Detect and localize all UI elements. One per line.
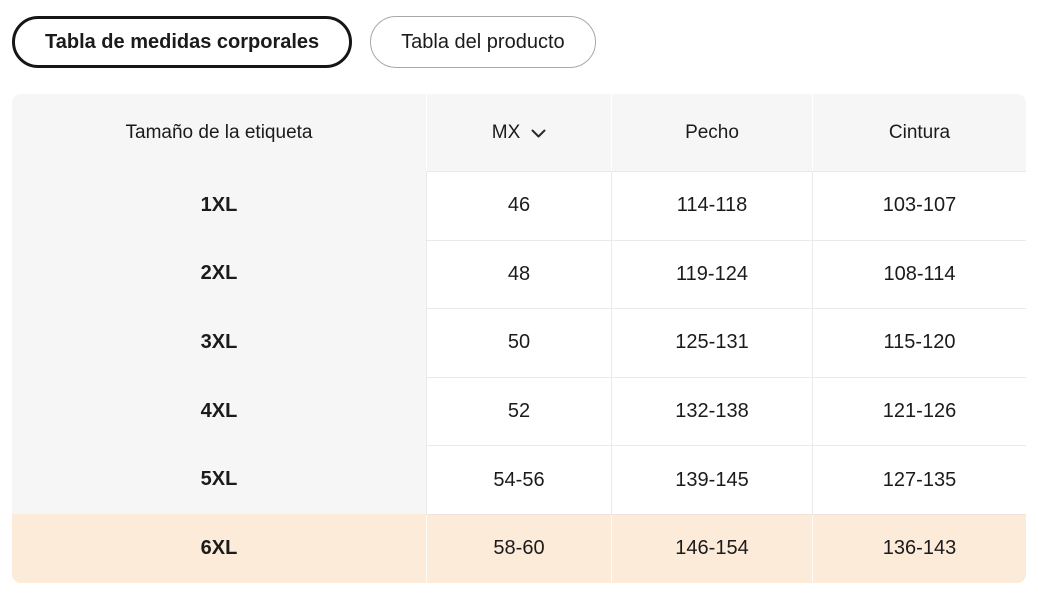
region-value-cell: 58-60	[426, 513, 611, 583]
region-dropdown-value: MX	[491, 121, 521, 143]
body-measurements-table: Tamaño de la etiqueta MX Pecho Cintura 1…	[12, 94, 1026, 583]
region-dropdown[interactable]: MX	[426, 94, 611, 171]
column-header-waist: Cintura	[812, 94, 1026, 171]
chest-value-cell: 114-118	[611, 171, 812, 240]
waist-value-cell: 108-114	[812, 239, 1026, 309]
region-value-cell: 48	[426, 239, 611, 309]
tab-product-measurements[interactable]: Tabla del producto	[370, 16, 596, 68]
chest-value-cell: 132-138	[611, 376, 812, 446]
size-label-cell: 3XL	[12, 308, 426, 377]
chest-value-cell: 125-131	[611, 308, 812, 377]
waist-value-cell: 115-120	[812, 308, 1026, 377]
chevron-down-icon	[531, 129, 546, 139]
column-header-size: Tamaño de la etiqueta	[12, 94, 426, 171]
waist-value-cell: 103-107	[812, 171, 1026, 240]
tab-body-measurements[interactable]: Tabla de medidas corporales	[12, 16, 353, 68]
size-label-cell: 1XL	[12, 171, 426, 240]
size-label-cell: 2XL	[12, 239, 426, 309]
size-label-cell: 5XL	[12, 445, 426, 514]
size-label-cell: 6XL	[12, 513, 426, 583]
waist-value-cell: 127-135	[812, 445, 1026, 514]
region-value-cell: 54-56	[426, 445, 611, 514]
region-value-cell: 52	[426, 376, 611, 446]
chest-value-cell: 146-154	[611, 513, 812, 583]
chest-value-cell: 139-145	[611, 445, 812, 514]
waist-value-cell: 121-126	[812, 376, 1026, 446]
column-header-chest: Pecho	[611, 94, 812, 171]
chest-value-cell: 119-124	[611, 239, 812, 309]
size-label-cell: 4XL	[12, 376, 426, 446]
size-chart-tabs: Tabla de medidas corporales Tabla del pr…	[12, 16, 596, 68]
region-value-cell: 50	[426, 308, 611, 377]
waist-value-cell: 136-143	[812, 513, 1026, 583]
region-value-cell: 46	[426, 171, 611, 240]
